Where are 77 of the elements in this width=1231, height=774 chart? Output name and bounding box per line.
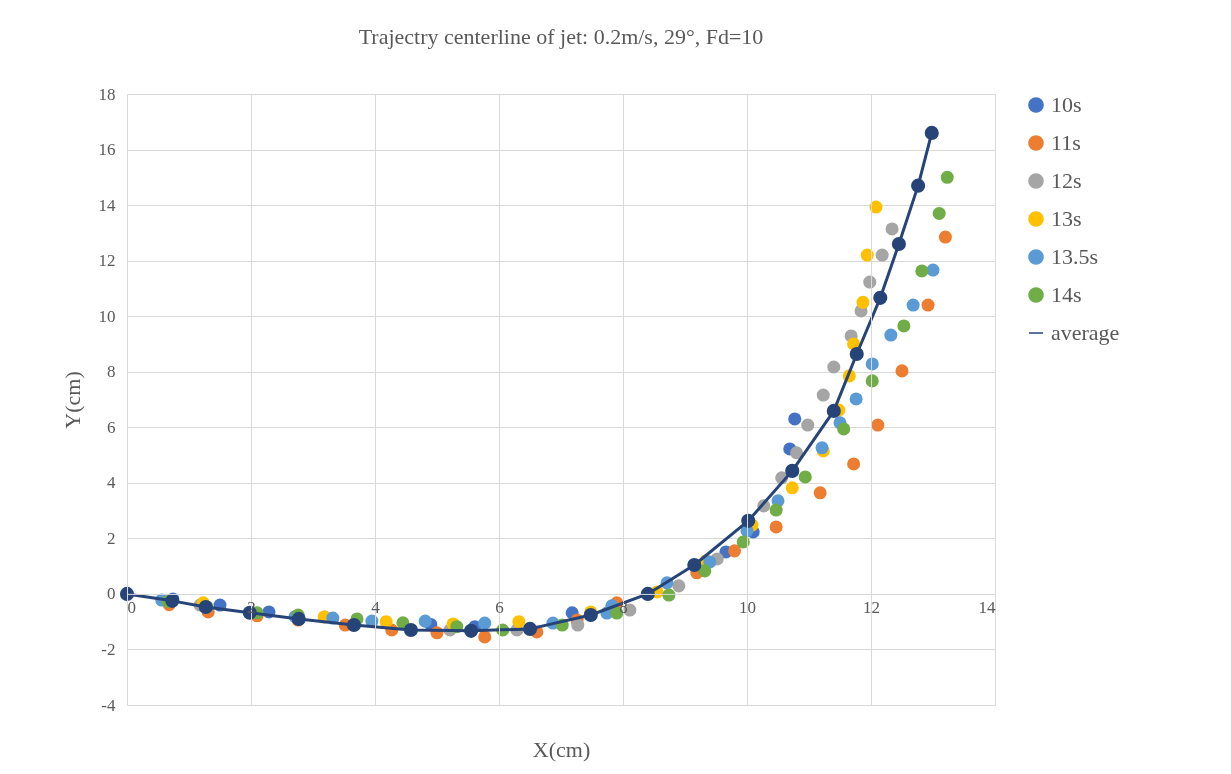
point xyxy=(915,264,929,278)
point xyxy=(801,418,815,432)
point xyxy=(672,579,686,593)
y-tick-label: 14 xyxy=(98,195,116,215)
y-tick-label: 0 xyxy=(107,584,116,604)
y-tick-label: 18 xyxy=(98,84,116,104)
point xyxy=(583,607,598,623)
point xyxy=(938,230,952,244)
x-tick-label: 6 xyxy=(495,598,504,618)
point xyxy=(871,418,885,432)
point xyxy=(816,388,830,402)
point xyxy=(856,295,870,309)
point xyxy=(873,290,888,305)
point xyxy=(826,403,841,418)
point xyxy=(884,328,898,342)
point xyxy=(895,364,909,378)
legend-label: 14s xyxy=(1051,282,1082,307)
point xyxy=(698,564,712,578)
x-tick-label: 10 xyxy=(739,598,756,618)
y-tick-label: 4 xyxy=(107,473,116,493)
legend-label: 13.5s xyxy=(1051,244,1099,269)
point xyxy=(785,463,800,478)
x-tick-label: 12 xyxy=(863,598,880,618)
point xyxy=(464,623,479,638)
point xyxy=(885,222,899,236)
y-tick-label: 12 xyxy=(98,251,116,271)
y-axis-title: Y(cm) xyxy=(59,371,85,429)
x-tick-label: 4 xyxy=(371,598,381,618)
point xyxy=(921,298,935,312)
y-tick-label: 16 xyxy=(98,140,116,160)
point xyxy=(418,614,432,628)
point xyxy=(687,557,702,573)
point xyxy=(813,486,827,500)
y-tick-label: 10 xyxy=(98,306,116,326)
point xyxy=(940,170,954,184)
legend-label: 10s xyxy=(1051,92,1082,117)
point xyxy=(736,535,750,549)
point xyxy=(769,503,783,517)
point xyxy=(512,615,526,629)
chart-title: Trajectry centerline of jet: 0.2m/s, 29°, Fd=10 xyxy=(358,24,764,49)
legend-label: 12s xyxy=(1051,168,1082,193)
point xyxy=(924,125,939,140)
legend-label: 13s xyxy=(1051,206,1082,231)
point xyxy=(403,622,419,638)
point xyxy=(891,236,906,252)
point xyxy=(911,178,926,193)
x-tick-label: 14 xyxy=(978,598,996,618)
y-tick-label: -4 xyxy=(101,695,116,715)
point xyxy=(728,544,742,558)
point xyxy=(478,616,492,630)
point xyxy=(346,617,361,633)
legend-label: average xyxy=(1051,320,1120,345)
point xyxy=(788,412,802,426)
point xyxy=(932,206,946,220)
point xyxy=(640,586,655,601)
point xyxy=(837,422,851,436)
x-tick-label: 0 xyxy=(127,598,136,618)
y-tick-label: 6 xyxy=(107,417,116,437)
y-tick-label: -2 xyxy=(101,639,116,659)
point xyxy=(769,520,783,534)
point xyxy=(522,621,538,636)
point xyxy=(478,630,492,644)
point xyxy=(785,481,799,495)
point xyxy=(798,470,812,484)
y-tick-label: 2 xyxy=(107,528,116,548)
point xyxy=(847,457,861,471)
point xyxy=(790,446,804,460)
point xyxy=(571,618,585,632)
point xyxy=(849,392,863,406)
point xyxy=(827,360,841,374)
point xyxy=(897,319,911,333)
legend-label: 11s xyxy=(1051,130,1081,155)
y-tick-label: 8 xyxy=(107,362,116,382)
point xyxy=(849,346,864,362)
point xyxy=(906,298,920,312)
x-axis-title: X(cm) xyxy=(532,736,591,762)
point xyxy=(875,248,889,262)
